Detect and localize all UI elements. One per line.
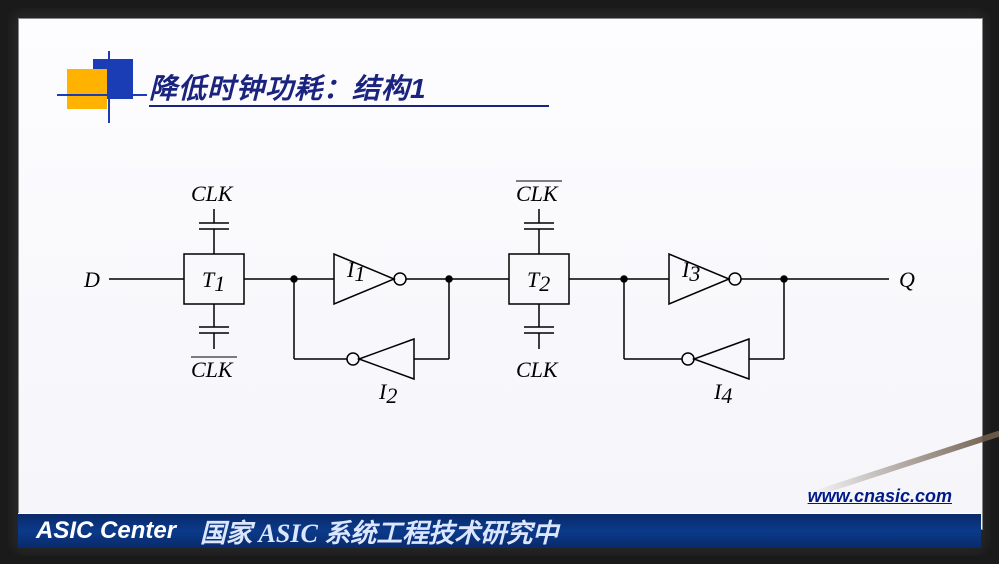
screen-frame: 降低时钟功耗：结构1 D T1 CLK CLK bbox=[8, 8, 991, 556]
bottom-banner: ASIC Center 国家 ASIC 系统工程技术研究中 bbox=[18, 513, 981, 548]
svg-text:T2: T2 bbox=[527, 267, 550, 296]
banner-left-text: ASIC Center bbox=[18, 517, 176, 545]
banner-right-text: 国家 ASIC 系统工程技术研究中 bbox=[176, 513, 558, 548]
slide: 降低时钟功耗：结构1 D T1 CLK CLK bbox=[18, 18, 983, 530]
svg-text:I4: I4 bbox=[713, 379, 732, 408]
t2-bot-clk: CLK bbox=[516, 357, 559, 382]
svg-text:I2: I2 bbox=[378, 379, 397, 408]
circuit-diagram: D T1 CLK CLK bbox=[79, 159, 929, 439]
output-label: Q bbox=[899, 267, 915, 292]
svg-text:I3: I3 bbox=[681, 257, 700, 286]
svg-text:T1: T1 bbox=[202, 267, 225, 296]
input-label: D bbox=[83, 267, 100, 292]
t2-top-clk: CLK bbox=[516, 181, 559, 206]
title-underline bbox=[149, 105, 549, 107]
t1-bot-clk: CLK bbox=[191, 357, 234, 382]
slide-title: 降低时钟功耗：结构1 bbox=[149, 67, 427, 107]
svg-text:I1: I1 bbox=[346, 257, 365, 286]
slide-bullet-icon bbox=[57, 51, 147, 131]
t1-top-clk: CLK bbox=[191, 181, 234, 206]
